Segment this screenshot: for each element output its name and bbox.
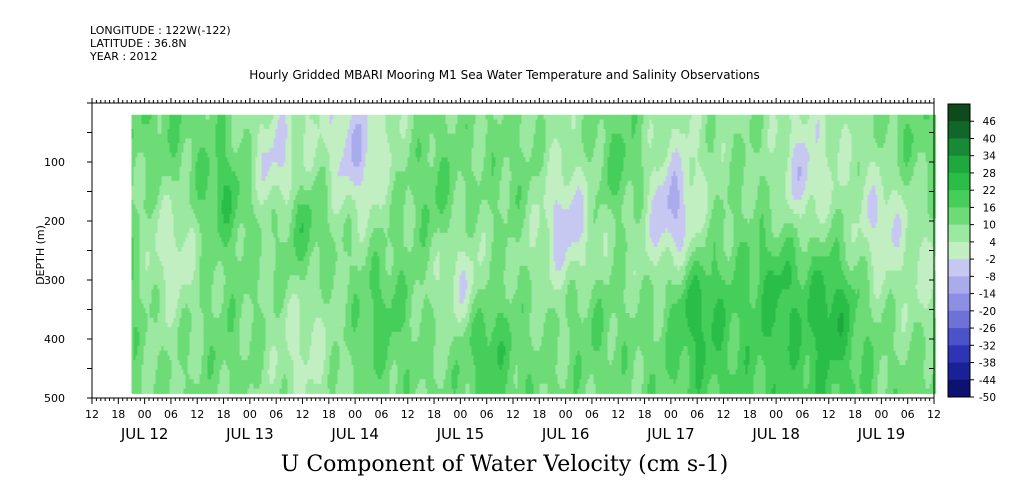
heatmap-layer bbox=[132, 115, 937, 394]
